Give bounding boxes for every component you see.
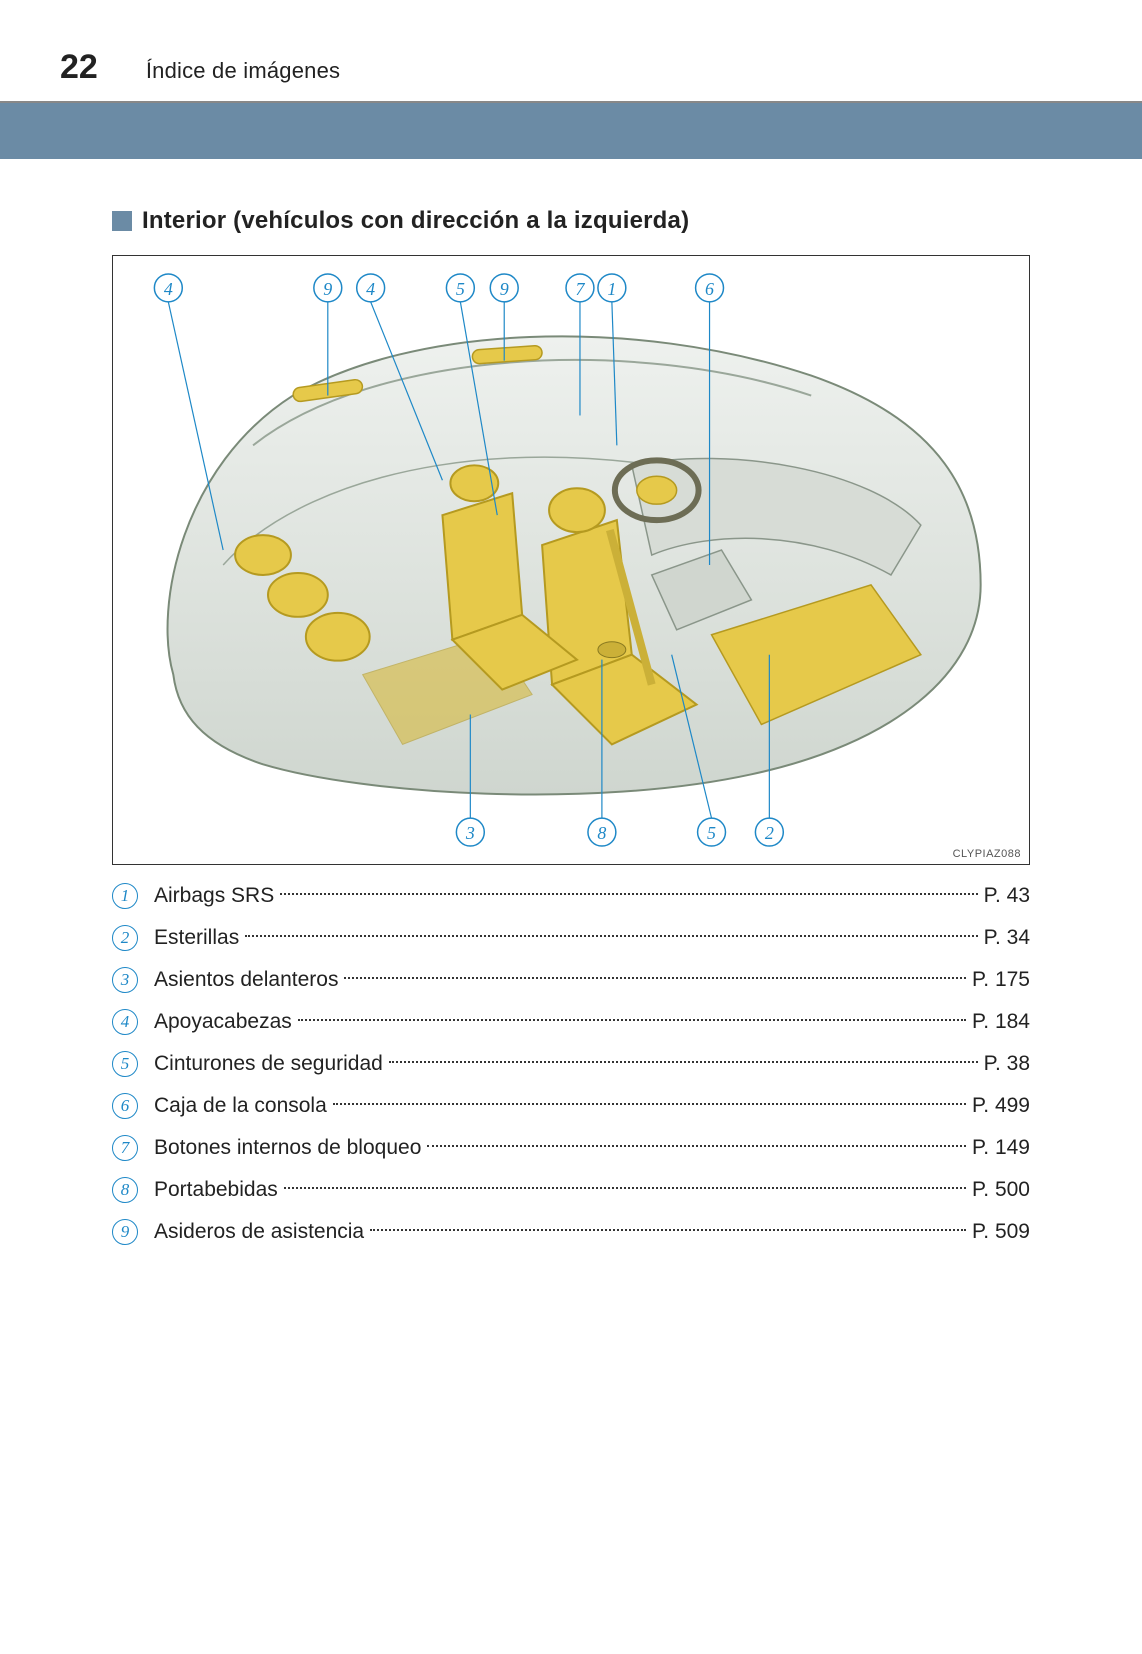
callout-2: 2 [755,818,783,846]
dot-leader [280,893,977,895]
header-band [0,103,1142,159]
diagram-box: 4 9 4 5 9 7 1 6 3 8 5 2 CLYPIAZ088 [112,255,1030,865]
callout-9: 9 [314,274,342,302]
svg-text:9: 9 [323,279,332,299]
interior-diagram: 4 9 4 5 9 7 1 6 3 8 5 2 [113,256,1029,864]
index-item-8[interactable]: 8 Portabebidas P. 500 [112,1169,1030,1211]
dot-leader [333,1103,966,1105]
dot-leader [427,1145,966,1147]
index-label: Esterillas [154,926,239,950]
index-badge: 6 [112,1093,138,1119]
index-page: P. 499 [972,1094,1030,1118]
index-label: Portabebidas [154,1178,278,1202]
index-badge: 2 [112,925,138,951]
callout-1: 1 [598,274,626,302]
page-header: 22 Índice de imágenes [0,0,1142,103]
index-item-6[interactable]: 6 Caja de la consola P. 499 [112,1085,1030,1127]
callout-4: 4 [154,274,182,302]
index-item-4[interactable]: 4 Apoyacabezas P. 184 [112,1001,1030,1043]
index-item-7[interactable]: 7 Botones internos de bloqueo P. 149 [112,1127,1030,1169]
index-page: P. 149 [972,1136,1030,1160]
callout-6: 6 [696,274,724,302]
section-name: Índice de imágenes [146,58,340,84]
callout-3: 3 [456,818,484,846]
index-page: P. 184 [972,1010,1030,1034]
dot-leader [370,1229,966,1231]
svg-text:3: 3 [465,823,475,843]
dot-leader [245,935,977,937]
svg-text:9: 9 [500,279,509,299]
dot-leader [284,1187,966,1189]
index-item-9[interactable]: 9 Asideros de asistencia P. 509 [112,1211,1030,1253]
dot-leader [298,1019,966,1021]
index-label: Apoyacabezas [154,1010,292,1034]
title-bullet-icon [112,211,132,231]
index-item-5[interactable]: 5 Cinturones de seguridad P. 38 [112,1043,1030,1085]
svg-text:4: 4 [366,279,375,299]
index-item-1[interactable]: 1 Airbags SRS P. 43 [112,875,1030,917]
index-page: P. 38 [984,1052,1030,1076]
cup-holder [598,642,626,658]
index-badge: 4 [112,1009,138,1035]
index-label: Caja de la consola [154,1094,327,1118]
svg-text:4: 4 [164,279,173,299]
index-list: 1 Airbags SRS P. 43 2 Esterillas P. 34 3 Asient… [112,875,1030,1253]
callout-9: 9 [490,274,518,302]
index-label: Airbags SRS [154,884,274,908]
index-page: P. 43 [984,884,1030,908]
content-area: Interior (vehículos con dirección a la i… [0,159,1142,1253]
section-title: Interior (vehículos con dirección a la i… [142,207,689,235]
page-number: 22 [60,48,98,87]
index-badge: 7 [112,1135,138,1161]
index-page: P. 509 [972,1220,1030,1244]
dot-leader [344,977,966,979]
title-row: Interior (vehículos con dirección a la i… [112,207,1030,235]
index-label: Asientos delanteros [154,968,338,992]
callout-4: 4 [357,274,385,302]
svg-text:1: 1 [607,279,616,299]
index-label: Botones internos de bloqueo [154,1136,421,1160]
svg-text:2: 2 [765,823,774,843]
index-item-2[interactable]: 2 Esterillas P. 34 [112,917,1030,959]
callout-5: 5 [698,818,726,846]
index-page: P. 34 [984,926,1030,950]
callout-7: 7 [566,274,594,302]
svg-text:8: 8 [597,823,606,843]
index-item-3[interactable]: 3 Asientos delanteros P. 175 [112,959,1030,1001]
index-badge: 5 [112,1051,138,1077]
svg-text:5: 5 [456,279,465,299]
index-label: Cinturones de seguridad [154,1052,383,1076]
index-badge: 3 [112,967,138,993]
dot-leader [389,1061,978,1063]
callout-5: 5 [446,274,474,302]
svg-text:7: 7 [575,279,585,299]
callout-8: 8 [588,818,616,846]
image-code: CLYPIAZ088 [953,848,1021,860]
svg-text:6: 6 [705,279,714,299]
index-label: Asideros de asistencia [154,1220,364,1244]
index-badge: 1 [112,883,138,909]
index-page: P. 500 [972,1178,1030,1202]
svg-text:5: 5 [707,823,716,843]
index-badge: 9 [112,1219,138,1245]
index-badge: 8 [112,1177,138,1203]
index-page: P. 175 [972,968,1030,992]
